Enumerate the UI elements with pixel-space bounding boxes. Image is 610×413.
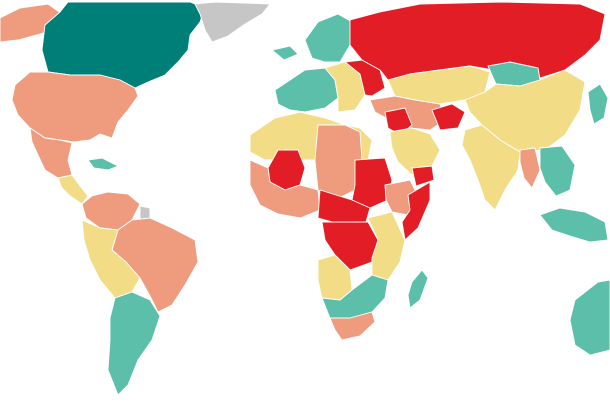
region-myanmar[interactable] <box>519 147 541 189</box>
region-yemen[interactable] <box>411 165 435 187</box>
region-southern-cone[interactable] <box>107 291 161 396</box>
region-central-america[interactable] <box>57 174 89 205</box>
region-south-america-north[interactable] <box>81 191 141 231</box>
region-south-korea-japan[interactable] <box>587 83 609 125</box>
region-australia[interactable] <box>569 279 610 356</box>
region-caribbean[interactable] <box>87 157 119 171</box>
region-south-africa[interactable] <box>329 311 376 341</box>
region-madagascar[interactable] <box>407 269 429 309</box>
region-andes[interactable] <box>81 219 141 299</box>
region-indonesia[interactable] <box>539 207 609 243</box>
region-greenland[interactable] <box>194 1 271 43</box>
region-somalia[interactable] <box>401 181 431 241</box>
region-southeast-asia[interactable] <box>539 145 576 197</box>
region-india[interactable] <box>461 124 521 211</box>
region-afghanistan[interactable] <box>431 103 466 131</box>
region-sudan[interactable] <box>351 157 393 209</box>
region-iceland[interactable] <box>271 45 299 61</box>
